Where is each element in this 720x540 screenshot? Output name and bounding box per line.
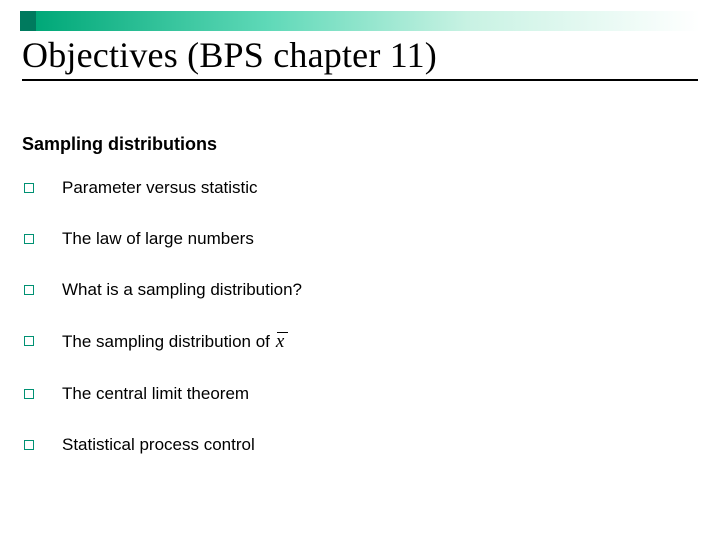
slide-subtitle: Sampling distributions — [22, 134, 217, 155]
bullet-text: The law of large numbers — [62, 229, 254, 249]
bullet-item: The sampling distribution ofx — [24, 331, 302, 353]
bullet-text: The central limit theorem — [62, 384, 249, 404]
bullet-text: What is a sampling distribution? — [62, 280, 302, 300]
square-bullet-icon — [24, 234, 34, 244]
bullet-item: What is a sampling distribution? — [24, 280, 302, 300]
square-bullet-icon — [24, 336, 34, 346]
bullet-item: Parameter versus statistic — [24, 178, 302, 198]
square-bullet-icon — [24, 183, 34, 193]
x-bar-symbol: x — [276, 331, 284, 353]
square-bullet-icon — [24, 440, 34, 450]
bullet-text: Parameter versus statistic — [62, 178, 258, 198]
square-bullet-icon — [24, 389, 34, 399]
bullet-text: The sampling distribution ofx — [62, 331, 284, 353]
bullet-item: The central limit theorem — [24, 384, 302, 404]
title-underline — [22, 79, 698, 81]
square-bullet-icon — [24, 285, 34, 295]
bar-gradient-segment — [36, 11, 700, 31]
decorative-top-bar — [20, 11, 700, 31]
bullet-item: The law of large numbers — [24, 229, 302, 249]
bullet-item: Statistical process control — [24, 435, 302, 455]
bar-solid-segment — [20, 11, 36, 31]
slide-title: Objectives (BPS chapter 11) — [22, 34, 437, 76]
bullet-list: Parameter versus statistic The law of lar… — [24, 178, 302, 486]
bullet-text: Statistical process control — [62, 435, 255, 455]
